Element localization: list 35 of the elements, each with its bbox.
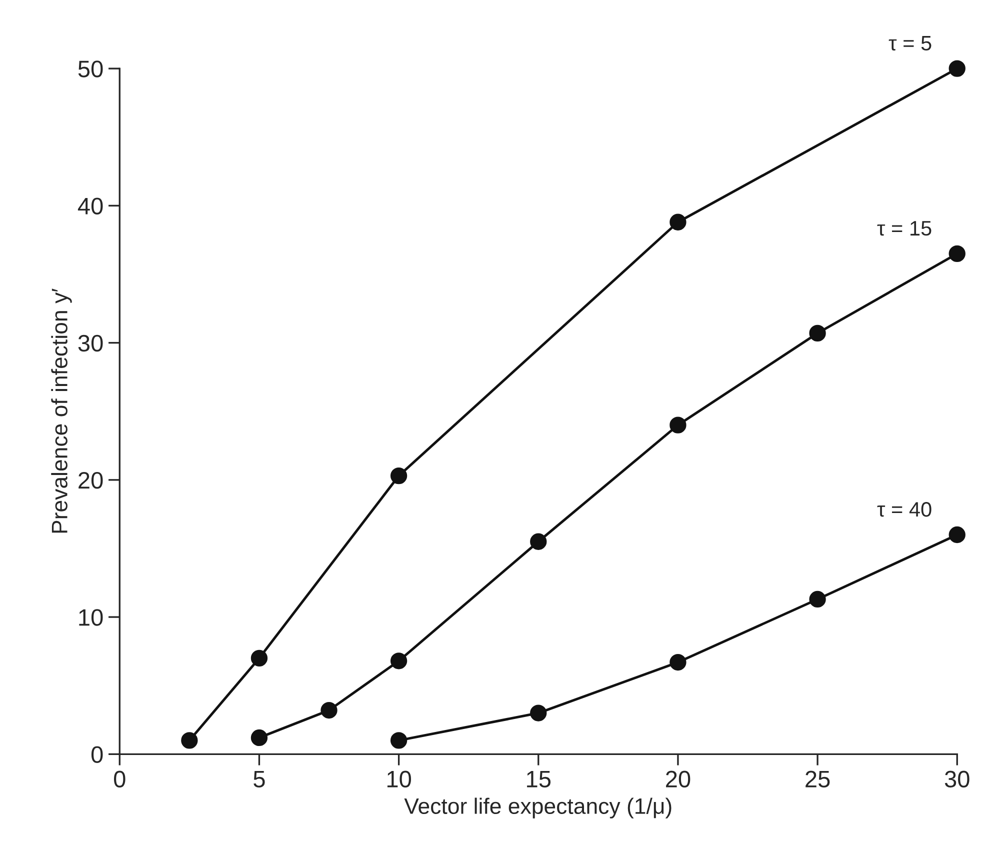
x-tick-label: 10 [387,770,412,788]
point [809,324,826,342]
x-tick-label: 5 [254,771,265,788]
point [530,704,547,722]
point [670,214,686,230]
y-tick-label: 40 [78,198,103,214]
x-tick-label: 25 [806,770,830,788]
x-tick-label: 30 [944,770,970,788]
x-axis-title: Vector life expectancy (1/μ) [404,798,672,818]
y-axis-title: Prevalence of infection y′ [51,288,72,533]
point [390,732,408,749]
series-label: τ = 5 [888,36,932,51]
point [250,650,268,667]
point [670,654,686,671]
y-tick-label: 30 [78,334,103,352]
series-label: τ = 40 [877,502,932,517]
series-label: τ = 15 [877,221,932,236]
point [390,652,408,670]
y-tick-label: 0 [91,746,103,763]
x-tick-label: 20 [666,770,690,788]
point [530,533,547,550]
point [320,702,338,719]
point [948,245,966,262]
point [809,590,826,608]
point [390,467,408,484]
x-tick-label: 0 [114,770,126,788]
point [948,60,966,77]
point [250,729,268,746]
y-tick-label: 50 [78,60,103,78]
point [181,732,198,749]
point [670,416,686,434]
point [948,526,966,544]
y-tick-label: 10 [79,609,103,626]
x-tick-label: 15 [527,771,551,788]
y-tick-label: 20 [78,472,103,489]
